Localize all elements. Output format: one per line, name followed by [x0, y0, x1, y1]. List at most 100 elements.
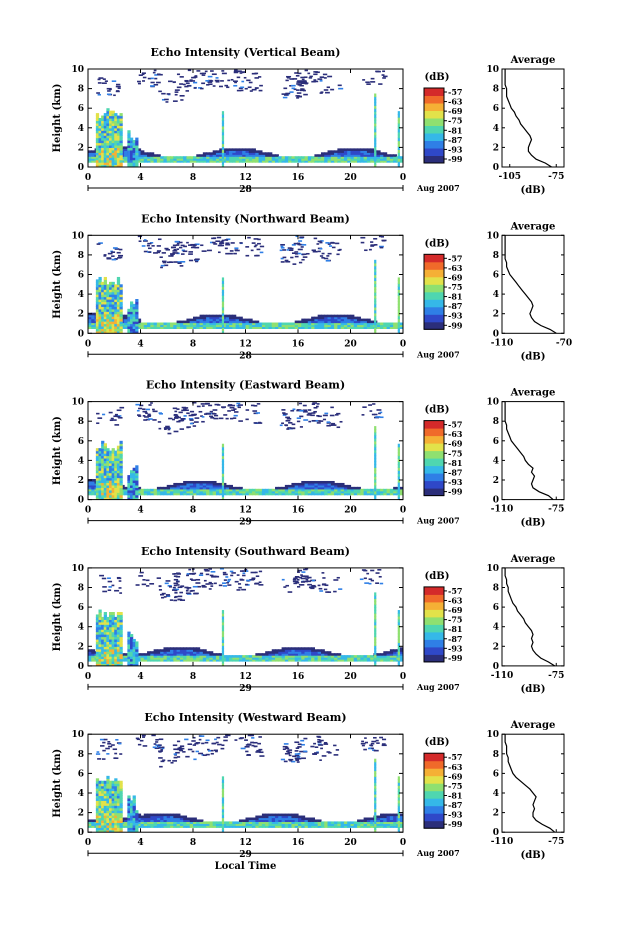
echo-cell	[331, 242, 334, 244]
echo-cell	[324, 89, 329, 91]
echo-cell	[233, 253, 237, 255]
echo-cell	[363, 570, 367, 572]
echo-cell	[318, 251, 321, 253]
echo-cell	[368, 404, 372, 406]
y-tick-label: 0	[78, 163, 84, 173]
echo-cell	[201, 82, 205, 84]
echo-cell	[140, 572, 144, 574]
echo-cell	[175, 416, 179, 418]
echo-cell	[301, 246, 304, 248]
echo-cell	[231, 242, 235, 244]
echo-cell	[181, 420, 184, 422]
x-tick-label: 4	[137, 173, 143, 183]
echo-cell	[252, 577, 256, 579]
echo-cell	[202, 586, 207, 588]
colorbar-tick-label: -87	[448, 467, 462, 477]
x-tick-label: 0	[85, 173, 91, 183]
echo-cell	[194, 593, 199, 595]
echo-cell	[340, 421, 343, 423]
colorbar-tick-label: -81	[448, 458, 462, 468]
echo-spike	[222, 610, 224, 614]
echo-cell	[327, 86, 330, 88]
echo-cell	[119, 592, 122, 594]
echo-cell	[205, 403, 208, 405]
echo-cell	[112, 259, 117, 261]
echo-cell	[173, 81, 176, 83]
echo-cell	[256, 575, 259, 577]
echo-cell	[227, 80, 230, 82]
echo-cell	[214, 415, 218, 417]
echo-cell	[146, 580, 150, 582]
echo-cell	[187, 588, 190, 590]
echo-cell	[370, 410, 373, 412]
colorbar-tick-label: -87	[448, 634, 462, 644]
colorbar-unit: (dB)	[425, 405, 450, 416]
echo-cell	[301, 571, 305, 573]
echo-cell	[260, 246, 264, 248]
echo-field	[88, 69, 404, 167]
echo-cell	[196, 70, 200, 72]
y-tick-label: 10	[71, 398, 84, 408]
echo-cell	[254, 422, 258, 424]
echo-cell	[165, 583, 169, 585]
echo-cell	[237, 574, 240, 576]
colorbar-tick-label: -63	[448, 97, 463, 107]
average-frame	[502, 402, 564, 500]
echo-cell	[136, 584, 140, 586]
avg-x-axis-label: (dB)	[521, 185, 546, 196]
y-tick-label: 10	[71, 564, 84, 574]
echo-cell	[113, 247, 118, 249]
echo-cell	[312, 580, 315, 582]
echo-cell	[112, 80, 116, 82]
echo-cell	[242, 575, 245, 577]
echo-cell	[174, 431, 179, 433]
echo-cell	[231, 572, 236, 574]
echo-cell	[174, 249, 177, 251]
colorbar-segment	[424, 254, 444, 262]
echo-cell	[188, 253, 193, 255]
echo-cell	[254, 255, 258, 257]
echo-cell	[327, 591, 331, 593]
echo-cell	[255, 73, 259, 75]
echo-cell	[107, 93, 111, 95]
echo-cell	[168, 429, 171, 431]
echo-cell	[303, 411, 308, 413]
echo-cell	[138, 408, 142, 410]
colorbar-segment	[424, 647, 444, 655]
echo-cell	[185, 407, 188, 409]
echo-cell	[180, 76, 184, 78]
echo-cell	[166, 249, 170, 251]
echo-cell	[175, 94, 178, 96]
echo-cell	[150, 85, 155, 87]
colorbar-tick-label: -81	[448, 292, 462, 302]
average-frame	[502, 568, 564, 666]
echo-cell	[234, 82, 237, 84]
echo-cell	[314, 407, 318, 409]
echo-cell	[215, 240, 220, 242]
echo-cell	[213, 409, 218, 411]
colorbar-tick-label: -57	[448, 253, 462, 263]
echo-cell	[221, 70, 224, 72]
echo-cell	[201, 421, 205, 423]
average-profile-line	[505, 568, 555, 666]
echo-spike	[398, 444, 400, 448]
average-title: Average	[510, 221, 556, 232]
echo-cell	[307, 584, 312, 586]
echo-cell	[295, 256, 299, 258]
echo-cell	[98, 77, 103, 79]
avg-y-tick-label: 10	[486, 398, 499, 408]
echo-cell	[167, 93, 171, 95]
colorbar-segment	[424, 322, 444, 330]
echo-cell	[207, 250, 212, 252]
echo-cell	[286, 428, 289, 430]
echo-cell	[113, 94, 116, 96]
echo-cell	[318, 585, 321, 587]
echo-cell	[161, 597, 164, 599]
echo-cell	[289, 78, 293, 80]
colorbar-unit: (dB)	[425, 571, 450, 582]
colorbar-segment	[424, 624, 444, 632]
echo-cell	[290, 410, 294, 412]
echo-cell	[96, 422, 99, 424]
echo-cell	[317, 78, 322, 80]
y-tick-label: 4	[78, 623, 84, 633]
